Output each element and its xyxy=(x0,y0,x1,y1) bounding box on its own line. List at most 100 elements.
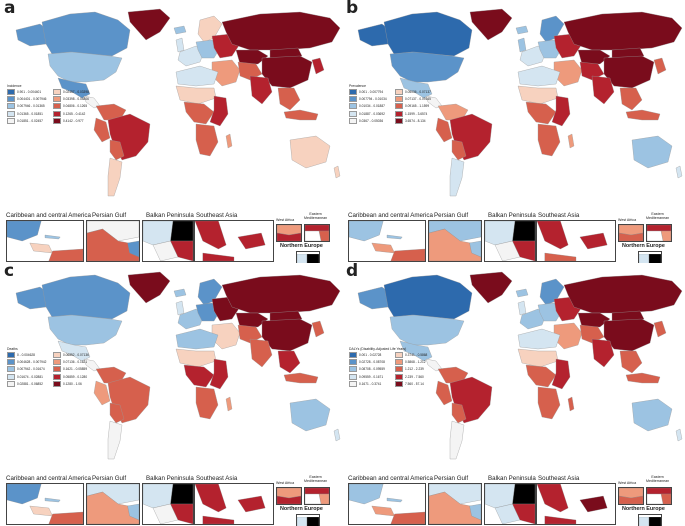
legend-swatch xyxy=(7,359,15,366)
legend-swatch xyxy=(7,366,15,373)
legend-label: 0.01851 - 0.02457 xyxy=(17,118,43,123)
legend-label: 0.06852 - 0.07136 xyxy=(63,353,89,357)
legend-swatch xyxy=(7,352,15,358)
inset-title-persian-gulf: Persian Gulf xyxy=(434,212,469,219)
panel-letter: b xyxy=(346,0,359,18)
legend-label: 0.004401 - 0.007946 xyxy=(17,97,47,102)
region-canada xyxy=(383,274,473,320)
legend-item: 0.05036 - 0.07137 xyxy=(395,89,441,95)
inset-region-north-america xyxy=(349,221,384,242)
region-north-africa xyxy=(175,328,219,350)
legend-label: 0.007946 - 0.01365 xyxy=(17,104,45,109)
persian-gulf-inset xyxy=(86,483,140,525)
balkan-inset xyxy=(142,220,194,262)
region-mexico xyxy=(399,340,433,362)
legend-swatch xyxy=(395,96,403,103)
legend-label: 7.560 - 57.14 xyxy=(405,381,424,386)
legend-label: 0.001 - 0.007794 xyxy=(359,90,384,94)
caribbean-inset xyxy=(348,220,426,262)
region-peru-ecuador xyxy=(435,117,453,143)
inset-region-sea xyxy=(305,230,322,241)
inset-title-southeast-asia: Southeast Asia xyxy=(538,475,580,482)
inset-region-south-america xyxy=(390,248,425,261)
inset-title-northern-europe: Northern Europe xyxy=(280,243,323,249)
map-panel-b: b Prevalence 0.001 - 0.007794 0.05036 - 0.0… xyxy=(342,0,684,263)
legend-swatch xyxy=(395,366,403,373)
inset-title-line2: Mediterranean xyxy=(646,479,670,483)
region-indonesia xyxy=(283,372,319,384)
region-korea-japan xyxy=(311,320,325,338)
region-sahel xyxy=(517,348,559,368)
inset-region-sea xyxy=(647,230,664,241)
inset-title-southeast-asia: Southeast Asia xyxy=(196,212,238,219)
inset-map xyxy=(639,516,661,526)
inset-title-eastern-mediterranean: Eastern Mediterranean xyxy=(646,475,669,483)
inset-region-turkey xyxy=(647,488,671,495)
region-bolivia-paraguay xyxy=(451,402,467,424)
region-greenland xyxy=(127,8,171,41)
region-southern-africa xyxy=(195,123,219,157)
legend-grid: 0.001 - 0.02728 0.3741 - 0.5868 0.02728 - … xyxy=(349,352,441,387)
inset-title-eastern-mediterranean: Eastern Mediterranean xyxy=(304,212,327,220)
inset-region-arabia xyxy=(429,228,481,261)
inset-map xyxy=(349,484,425,524)
legend-swatch xyxy=(53,373,61,380)
inset-region-south-america xyxy=(48,511,83,524)
map-legend: Incidence 0.901 - 0.004401 0.02457 - 0.033… xyxy=(7,84,99,124)
legend-swatch xyxy=(53,110,61,117)
legend-swatch xyxy=(7,96,15,103)
legend-swatch xyxy=(349,110,357,117)
region-korea-japan xyxy=(311,57,325,75)
inset-title-line2: Mediterranean xyxy=(304,479,328,483)
inset-region-sumatra xyxy=(544,515,577,524)
region-sahel xyxy=(517,85,559,105)
region-russia xyxy=(563,274,683,314)
map-legend: DALYs (Disability-Adjusted Life Years) 0.… xyxy=(349,347,441,387)
legend-item: 0.001 - 0.02728 xyxy=(349,352,395,358)
northern-europe-inset xyxy=(296,514,320,526)
inset-region-cuba xyxy=(44,497,61,503)
west-africa-inset xyxy=(276,224,302,242)
caribbean-inset xyxy=(348,483,426,525)
inset-title-southeast-asia: Southeast Asia xyxy=(196,475,238,482)
legend-swatch xyxy=(53,103,61,110)
legend-item: 0.01034 - 0.01887 xyxy=(349,103,395,110)
legend-label: 0.4142 - 0.977 xyxy=(63,118,84,123)
legend-swatch xyxy=(7,373,15,380)
region-china xyxy=(261,55,313,89)
region-south-asia xyxy=(249,75,273,105)
region-north-africa xyxy=(517,328,561,350)
legend-item: 0.02728 - 0.08708 xyxy=(349,359,395,366)
legend-label: 1.1599 - 3.6574 xyxy=(405,111,428,116)
balkan-inset xyxy=(484,483,536,525)
region-australia xyxy=(631,398,673,432)
inset-region-borneo xyxy=(237,232,266,250)
inset-map xyxy=(619,488,643,504)
legend-title: Incidence xyxy=(7,84,22,88)
region-west-europe xyxy=(177,45,205,67)
inset-region-ukraine xyxy=(512,221,535,242)
region-australia xyxy=(631,135,673,169)
region-west-europe xyxy=(519,308,547,330)
region-usa xyxy=(389,51,465,83)
world-map xyxy=(357,271,683,460)
legend-item: 0.001 - 0.007794 xyxy=(349,89,395,95)
region-argentina-chile xyxy=(449,157,465,197)
legend-label: 1.212 - 2.239 xyxy=(405,367,424,372)
region-sahel xyxy=(175,85,217,105)
legend-item: 0.02881 - 0.06852 xyxy=(7,380,53,387)
legend-swatch xyxy=(349,89,357,95)
legend-swatch xyxy=(7,380,15,387)
legend-swatch xyxy=(53,366,61,373)
inset-title-line1: Eastern xyxy=(309,475,322,479)
northern-europe-inset xyxy=(638,251,662,263)
legend-label: 0 - 0.004628 xyxy=(17,353,35,357)
region-iceland xyxy=(515,25,529,35)
map-panel-c: c Deaths 0 - 0.004628 0.06852 - 0.07136 0.00… xyxy=(0,263,342,526)
legend-grid: 0.001 - 0.007794 0.05036 - 0.07137 0.00779… xyxy=(349,89,441,124)
region-west-central-africa xyxy=(525,101,557,125)
inset-title-eastern-mediterranean: Eastern Mediterranean xyxy=(646,212,669,220)
legend-swatch xyxy=(349,373,357,380)
legend-label: 0.007942 - 0.01674 xyxy=(17,367,45,372)
region-russia xyxy=(221,274,341,314)
